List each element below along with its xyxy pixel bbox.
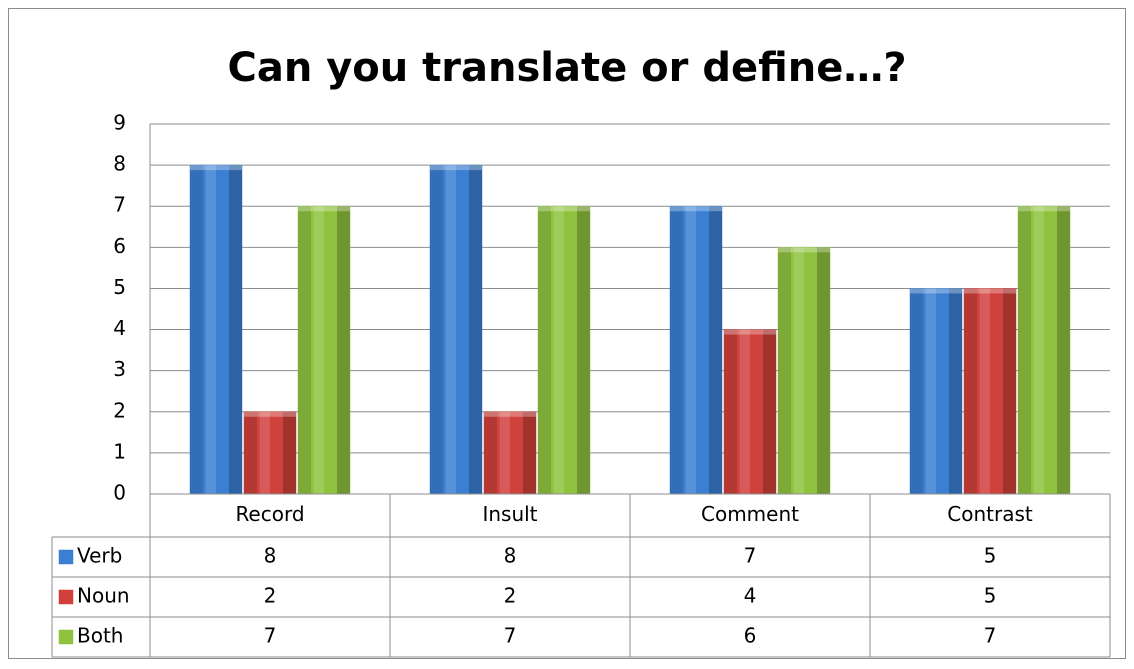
bar-shade-right (577, 206, 590, 494)
legend-label: Noun (77, 584, 130, 608)
y-tick-label: 4 (113, 316, 126, 340)
bar-cap (190, 165, 242, 171)
table-value: 7 (264, 624, 277, 648)
bar-shade-left (910, 288, 923, 494)
table-value: 8 (504, 544, 517, 568)
bar-shade-right (1057, 206, 1070, 494)
bar-cap (298, 206, 350, 212)
y-tick-label: 8 (113, 152, 126, 176)
bar (429, 164, 483, 495)
bar-shade-right (763, 329, 776, 494)
bar-shade-left (484, 411, 497, 494)
bar (297, 205, 351, 495)
bar-shade-left (778, 247, 791, 494)
x-tick-label: Comment (701, 502, 799, 526)
legend-swatch (58, 549, 74, 565)
bar-cap (538, 206, 590, 212)
table-value: 7 (984, 624, 997, 648)
bar (483, 411, 537, 495)
bar-highlight (979, 288, 990, 494)
bar-highlight (685, 206, 696, 494)
bar (963, 288, 1017, 495)
bar-shade-left (190, 165, 203, 494)
bar (1017, 205, 1071, 495)
bar-cap (484, 411, 536, 417)
x-tick-label: Contrast (947, 502, 1033, 526)
legend-swatch (58, 629, 74, 645)
y-tick-label: 9 (113, 111, 126, 135)
legend-swatch (58, 589, 74, 605)
bar-cap (778, 247, 830, 253)
bar-highlight (793, 247, 804, 494)
y-tick-label: 2 (113, 398, 126, 422)
bar-highlight (313, 206, 324, 494)
y-tick-label: 0 (113, 481, 126, 505)
bar-shade-right (709, 206, 722, 494)
bar-highlight (445, 165, 456, 494)
bar-cap (964, 288, 1016, 294)
y-tick-label: 3 (113, 357, 126, 381)
legend-label: Verb (77, 544, 122, 568)
bar-shade-right (229, 165, 242, 494)
bar-cap (1018, 206, 1070, 212)
bar (909, 288, 963, 495)
bar-highlight (205, 165, 216, 494)
table-value: 8 (264, 544, 277, 568)
bar-highlight (739, 329, 750, 494)
chart-title: Can you translate or define…? (227, 45, 906, 91)
bar-shade-right (283, 411, 296, 494)
bar (669, 205, 723, 495)
bar-shade-left (430, 165, 443, 494)
bar-shade-left (244, 411, 257, 494)
table-value: 2 (504, 584, 517, 608)
bar (189, 164, 243, 495)
bar-highlight (499, 411, 510, 494)
table-value: 4 (744, 584, 757, 608)
bar-shade-left (964, 288, 977, 494)
bar-cap (430, 165, 482, 171)
bar-highlight (925, 288, 936, 494)
y-tick-label: 6 (113, 234, 126, 258)
bar-cap (244, 411, 296, 417)
y-tick-label: 1 (113, 439, 126, 463)
table-value: 5 (984, 584, 997, 608)
bar (723, 329, 777, 495)
bar-shade-left (538, 206, 551, 494)
x-tick-label: Record (235, 502, 304, 526)
bar-shade-left (724, 329, 737, 494)
bar (537, 205, 591, 495)
x-tick-label: Insult (482, 502, 537, 526)
bar-shade-right (1003, 288, 1016, 494)
bar-shade-right (949, 288, 962, 494)
table-value: 2 (264, 584, 277, 608)
bar-shade-left (1018, 206, 1031, 494)
bar-shade-right (523, 411, 536, 494)
bar-shade-right (469, 165, 482, 494)
bar-highlight (553, 206, 564, 494)
legend-label: Both (77, 624, 123, 648)
table-value: 5 (984, 544, 997, 568)
bar-shade-left (670, 206, 683, 494)
y-tick-label: 7 (113, 193, 126, 217)
bar-shade-right (337, 206, 350, 494)
bar-shade-right (817, 247, 830, 494)
table-value: 6 (744, 624, 757, 648)
y-tick-label: 5 (113, 275, 126, 299)
table-value: 7 (504, 624, 517, 648)
bar-cap (724, 329, 776, 335)
bar-shade-left (298, 206, 311, 494)
table-value: 7 (744, 544, 757, 568)
bar (777, 247, 831, 495)
bar-cap (910, 288, 962, 294)
bar-cap (670, 206, 722, 212)
bar (243, 411, 297, 495)
bar-highlight (259, 411, 270, 494)
bar-highlight (1033, 206, 1044, 494)
